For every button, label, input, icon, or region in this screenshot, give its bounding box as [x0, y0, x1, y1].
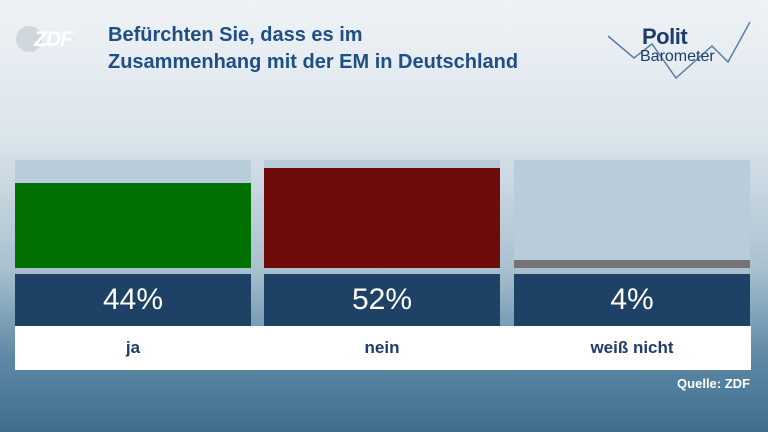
source-note: Quelle: ZDF: [677, 376, 750, 391]
value-label-weiss-nicht: 4%: [514, 274, 750, 326]
value-label-nein: 52%: [264, 274, 500, 326]
zdf-logo: ZDF: [16, 26, 78, 52]
politbarometer-title: Polit: [642, 24, 688, 49]
bar-ja: [15, 183, 251, 268]
zdf-logo-text: ZDF: [34, 28, 73, 51]
value-label-ja: 44%: [15, 274, 251, 326]
bar-track-weiss-nicht: [514, 160, 750, 268]
bar-weiss-nicht: [514, 260, 750, 268]
zdf-logo-circle-icon: [16, 26, 42, 52]
politbarometer-zigzag-icon: [607, 21, 751, 80]
bar-track-ja: [15, 160, 251, 268]
chart-title: Befürchten Sie, dass es im Zusammenhang …: [108, 22, 518, 76]
title-line-1: Befürchten Sie, dass es im: [108, 24, 363, 46]
bar-track-nein: [264, 160, 500, 268]
category-label-strip: ja nein weiß nicht: [15, 326, 751, 370]
politbarometer-subtitle: Barometer: [640, 48, 715, 65]
category-label-weiss-nicht: weiß nicht: [590, 338, 674, 357]
title-line-2: Zusammenhang mit der EM in Deutschland: [108, 51, 519, 73]
category-label-nein: nein: [364, 338, 400, 357]
category-label-ja: ja: [125, 338, 141, 357]
bar-nein: [264, 168, 500, 268]
